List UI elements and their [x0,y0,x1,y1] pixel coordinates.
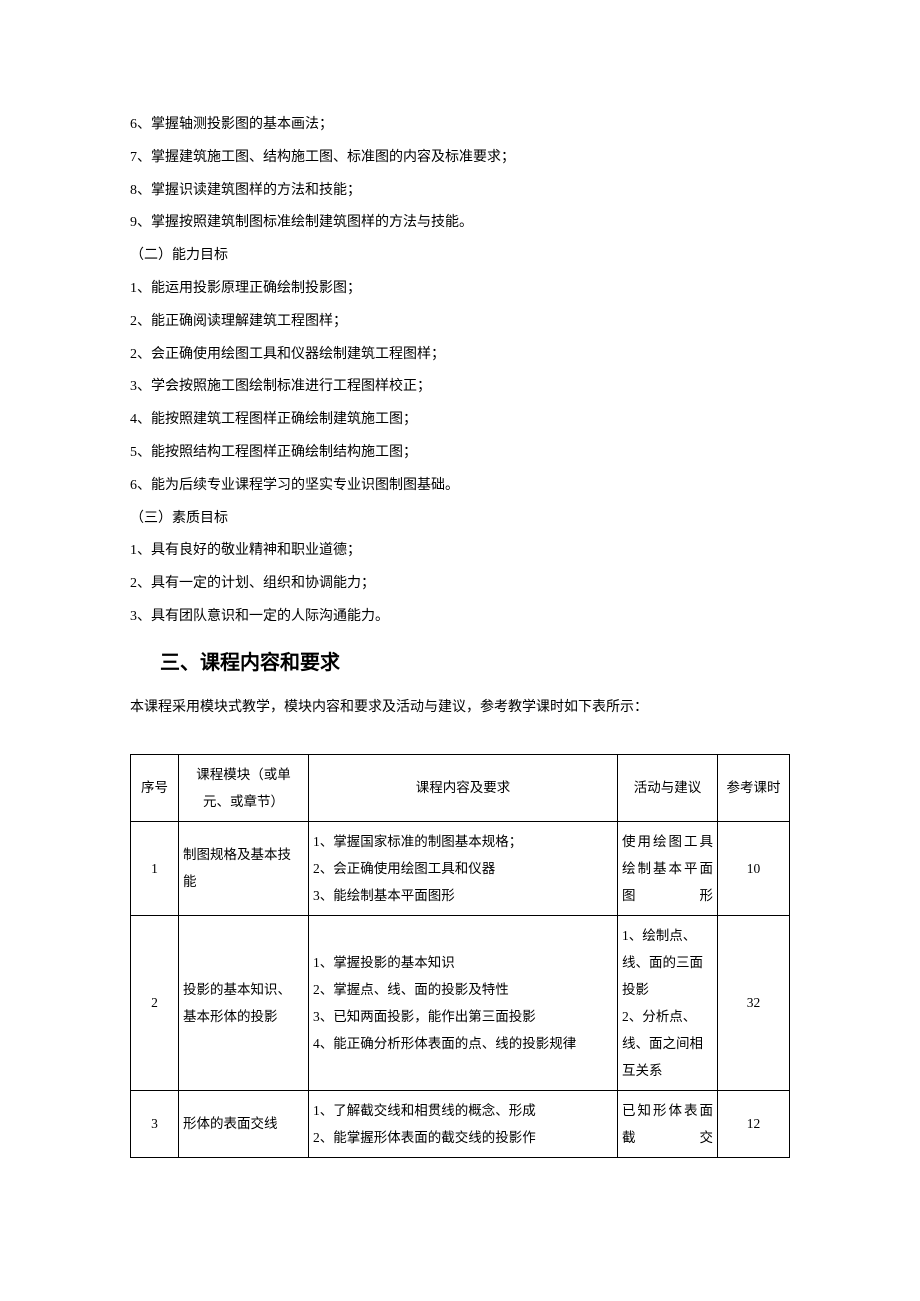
header-activity: 活动与建议 [618,754,718,821]
list-item: 1、具有良好的敬业精神和职业道德； [130,536,790,567]
course-table: 序号 课程模块（或单元、或章节） 课程内容及要求 活动与建议 参考课时 1 制图… [130,754,790,1158]
cell-num: 3 [131,1090,179,1157]
list-item: 5、能按照结构工程图样正确绘制结构施工图； [130,438,790,469]
table-row: 2 投影的基本知识、基本形体的投影 1、掌握投影的基本知识2、掌握点、线、面的投… [131,915,790,1090]
list-item: 6、能为后续专业课程学习的坚实专业识图制图基础。 [130,471,790,502]
table-row: 3 形体的表面交线 1、了解截交线和相贯线的概念、形成2、能掌握形体表面的截交线… [131,1090,790,1157]
list-item: 7、掌握建筑施工图、结构施工图、标准图的内容及标准要求； [130,143,790,174]
list-item: 2、会正确使用绘图工具和仪器绘制建筑工程图样； [130,340,790,371]
list-item: 3、具有团队意识和一定的人际沟通能力。 [130,602,790,633]
list-item: 2、能正确阅读理解建筑工程图样； [130,307,790,338]
table-header-row: 序号 课程模块（或单元、或章节） 课程内容及要求 活动与建议 参考课时 [131,754,790,821]
list-item: 4、能按照建筑工程图样正确绘制建筑施工图； [130,405,790,436]
cell-hours: 12 [718,1090,790,1157]
cell-module: 形体的表面交线 [179,1090,309,1157]
cell-activity: 已知形体表面截交 [618,1090,718,1157]
header-content: 课程内容及要求 [309,754,618,821]
cell-module: 投影的基本知识、基本形体的投影 [179,915,309,1090]
cell-content: 1、掌握国家标准的制图基本规格；2、会正确使用绘图工具和仪器3、能绘制基本平面图… [309,821,618,915]
header-hours: 参考课时 [718,754,790,821]
list-item: 2、具有一定的计划、组织和协调能力； [130,569,790,600]
header-num: 序号 [131,754,179,821]
cell-num: 1 [131,821,179,915]
cell-activity: 使用绘图工具绘制基本平面图形 [618,821,718,915]
list-item: 1、能运用投影原理正确绘制投影图； [130,274,790,305]
cell-num: 2 [131,915,179,1090]
table-row: 1 制图规格及基本技能 1、掌握国家标准的制图基本规格；2、会正确使用绘图工具和… [131,821,790,915]
cell-activity: 1、绘制点、线、面的三面投影2、分析点、线、面之间相互关系 [618,915,718,1090]
list-item: 6、掌握轴测投影图的基本画法； [130,110,790,141]
list-item: 3、学会按照施工图绘制标准进行工程图样校正； [130,372,790,403]
list-item: 9、掌握按照建筑制图标准绘制建筑图样的方法与技能。 [130,208,790,239]
section-heading: 三、课程内容和要求 [130,641,790,685]
cell-module: 制图规格及基本技能 [179,821,309,915]
list-item: 8、掌握识读建筑图样的方法和技能； [130,176,790,207]
intro-text: 本课程采用模块式教学，模块内容和要求及活动与建议，参考教学课时如下表所示： [130,693,790,724]
cell-hours: 32 [718,915,790,1090]
cell-content: 1、了解截交线和相贯线的概念、形成2、能掌握形体表面的截交线的投影作 [309,1090,618,1157]
cell-hours: 10 [718,821,790,915]
header-module: 课程模块（或单元、或章节） [179,754,309,821]
subsection-label: （三）素质目标 [130,504,790,535]
subsection-label: （二）能力目标 [130,241,790,272]
cell-content: 1、掌握投影的基本知识2、掌握点、线、面的投影及特性3、已知两面投影，能作出第三… [309,915,618,1090]
